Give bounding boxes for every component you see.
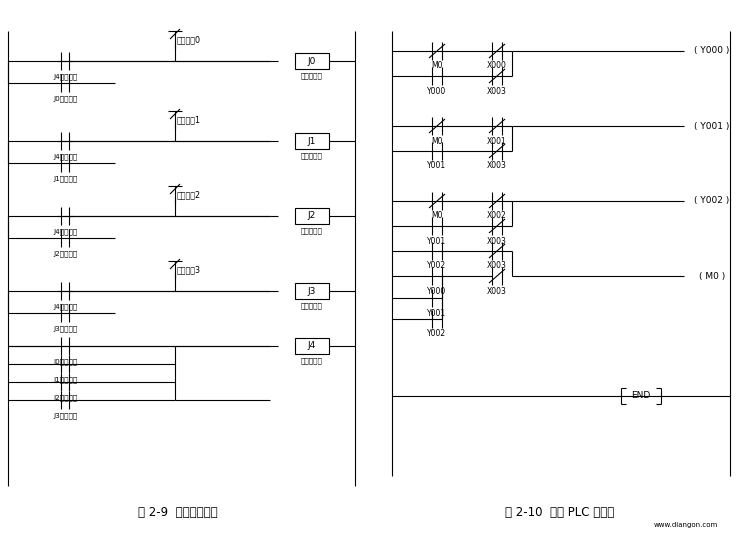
Text: M0: M0 xyxy=(431,62,443,70)
Text: J4常闭触点: J4常闭触点 xyxy=(53,229,77,235)
Text: Y002: Y002 xyxy=(428,329,447,339)
Text: J4常闭触点: J4常闭触点 xyxy=(53,304,77,311)
Text: 常开按钮1: 常开按钮1 xyxy=(177,115,201,124)
Bar xyxy=(295,283,329,299)
Text: ( Y002 ): ( Y002 ) xyxy=(694,196,730,206)
Bar xyxy=(295,53,329,69)
Text: Y001: Y001 xyxy=(428,236,447,246)
Text: 继电器线圈: 继电器线圈 xyxy=(301,303,323,309)
Bar xyxy=(295,133,329,149)
Text: J0: J0 xyxy=(308,56,316,65)
Bar xyxy=(295,338,329,354)
Text: J3: J3 xyxy=(308,287,316,295)
Text: J4: J4 xyxy=(308,341,316,351)
Text: www.diangon.com: www.diangon.com xyxy=(654,522,718,528)
Text: X000: X000 xyxy=(487,62,507,70)
Text: X003: X003 xyxy=(487,287,507,295)
Text: J1: J1 xyxy=(308,136,316,146)
Text: Y000: Y000 xyxy=(428,287,447,295)
Text: J1常开触点: J1常开触点 xyxy=(53,176,77,182)
Text: 图 2-10  等效 PLC 梯形图: 图 2-10 等效 PLC 梯形图 xyxy=(505,506,614,519)
Text: 继电器线圈: 继电器线圈 xyxy=(301,72,323,80)
Text: X001: X001 xyxy=(487,136,507,146)
Text: J3常开触点: J3常开触点 xyxy=(53,413,77,419)
Text: END: END xyxy=(631,392,651,400)
Text: M0: M0 xyxy=(431,136,443,146)
Text: X003: X003 xyxy=(487,87,507,96)
Text: Y002: Y002 xyxy=(428,261,447,270)
Text: X002: X002 xyxy=(487,212,507,221)
Bar xyxy=(295,208,329,224)
Text: X003: X003 xyxy=(487,236,507,246)
Text: 常开按钮2: 常开按钮2 xyxy=(177,190,201,200)
Text: 常开按钮3: 常开按钮3 xyxy=(177,266,201,274)
Text: J4常闭触点: J4常闭触点 xyxy=(53,154,77,160)
Text: Y001: Y001 xyxy=(428,162,447,170)
Text: 继电器线圈: 继电器线圈 xyxy=(301,358,323,364)
Text: X003: X003 xyxy=(487,261,507,270)
Text: 继电器线圈: 继电器线圈 xyxy=(301,228,323,234)
Text: J3常开触点: J3常开触点 xyxy=(53,326,77,332)
Text: J2常开触点: J2常开触点 xyxy=(53,250,77,258)
Text: J2常开触点: J2常开触点 xyxy=(53,395,77,401)
Text: ( Y001 ): ( Y001 ) xyxy=(694,122,730,130)
Text: J1常开触点: J1常开触点 xyxy=(53,377,77,384)
Text: Y000: Y000 xyxy=(428,87,447,96)
Text: J2: J2 xyxy=(308,212,316,221)
Text: J0常开触点: J0常开触点 xyxy=(53,96,77,102)
Text: ( M0 ): ( M0 ) xyxy=(699,272,725,280)
Text: M0: M0 xyxy=(431,212,443,221)
Text: X003: X003 xyxy=(487,162,507,170)
Text: 继电器线圈: 继电器线圈 xyxy=(301,153,323,159)
Text: Y001: Y001 xyxy=(428,308,447,318)
Text: J4常闭触点: J4常闭触点 xyxy=(53,74,77,80)
Text: 图 2-9  继电器原理图: 图 2-9 继电器原理图 xyxy=(138,506,218,519)
Text: ( Y000 ): ( Y000 ) xyxy=(694,47,730,56)
Text: 常开按钮0: 常开按钮0 xyxy=(177,36,201,44)
Text: J0常开触点: J0常开触点 xyxy=(53,359,77,365)
